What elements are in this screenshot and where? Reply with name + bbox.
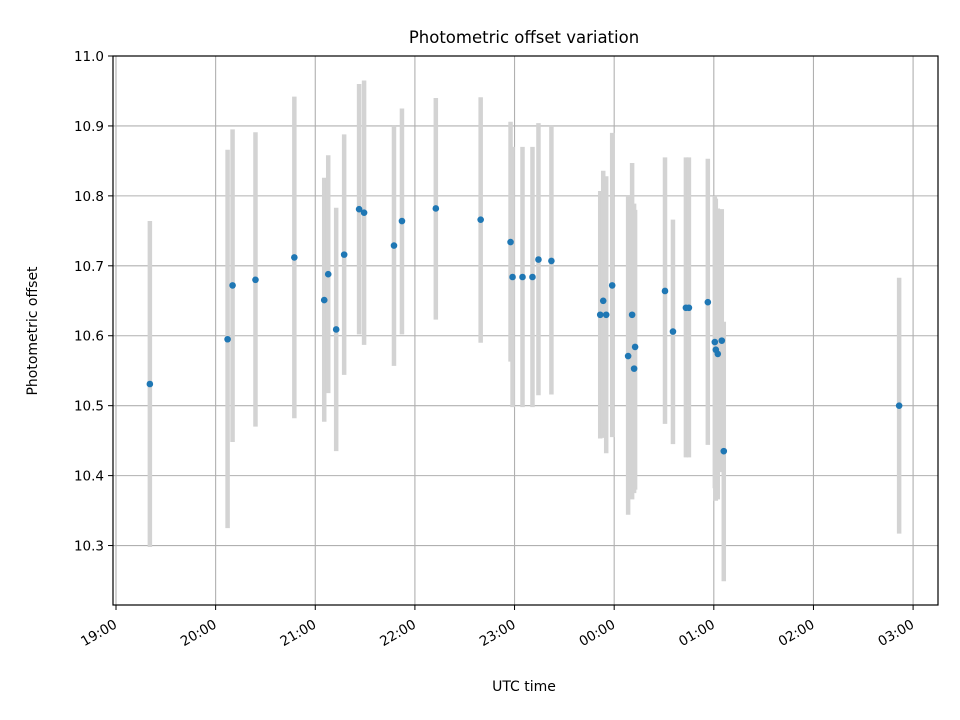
data-point <box>704 298 712 306</box>
data-point <box>685 304 693 312</box>
data-point <box>355 205 363 213</box>
data-point <box>320 296 328 304</box>
data-point <box>252 276 259 284</box>
y-tick-label: 10.4 <box>74 469 104 485</box>
data-point <box>624 352 632 360</box>
data-point <box>477 216 484 223</box>
data-point <box>602 311 610 319</box>
data-point <box>630 365 638 372</box>
y-tick-label: 10.3 <box>74 539 104 555</box>
y-axis-label: Photometric offset <box>25 266 41 396</box>
plot-frame <box>112 55 939 606</box>
data-point <box>432 205 440 212</box>
data-point <box>599 297 607 305</box>
data-point <box>669 328 677 335</box>
data-point <box>608 282 616 289</box>
data-point <box>229 282 236 289</box>
data-point <box>714 350 722 358</box>
data-point <box>720 447 728 455</box>
data-point <box>509 273 516 281</box>
data-point <box>146 380 154 388</box>
data-point <box>332 326 340 333</box>
chart-title: Photometric offset variation <box>409 28 639 47</box>
y-tick-label: 10.5 <box>74 399 104 415</box>
y-tick-label: 11.0 <box>74 49 104 65</box>
data-points <box>146 205 903 455</box>
data-point <box>398 217 406 225</box>
y-tick-label: 10.9 <box>74 119 104 135</box>
data-point <box>360 209 368 216</box>
data-point <box>548 257 555 265</box>
data-point <box>507 238 514 246</box>
data-point <box>628 311 636 319</box>
grid <box>113 55 938 605</box>
data-point <box>535 256 542 263</box>
data-point <box>718 337 726 344</box>
y-axis-ticks: 10.3 10.4 10.5 10.6 10.7 10.8 10.9 11.0 <box>74 49 113 555</box>
data-point <box>291 254 298 261</box>
y-tick-label: 10.7 <box>74 259 104 275</box>
data-point <box>661 287 669 295</box>
y-tick-label: 10.8 <box>74 189 104 205</box>
data-point <box>631 343 639 351</box>
data-point <box>529 273 536 281</box>
data-point <box>390 242 398 249</box>
data-point <box>895 402 903 409</box>
y-tick-label: 10.6 <box>74 329 104 345</box>
data-point <box>519 273 526 281</box>
data-point <box>596 311 604 319</box>
data-point <box>224 335 231 343</box>
x-axis-label: UTC time <box>492 679 556 695</box>
data-point <box>324 270 332 278</box>
data-point <box>711 338 719 346</box>
data-point <box>340 251 348 258</box>
